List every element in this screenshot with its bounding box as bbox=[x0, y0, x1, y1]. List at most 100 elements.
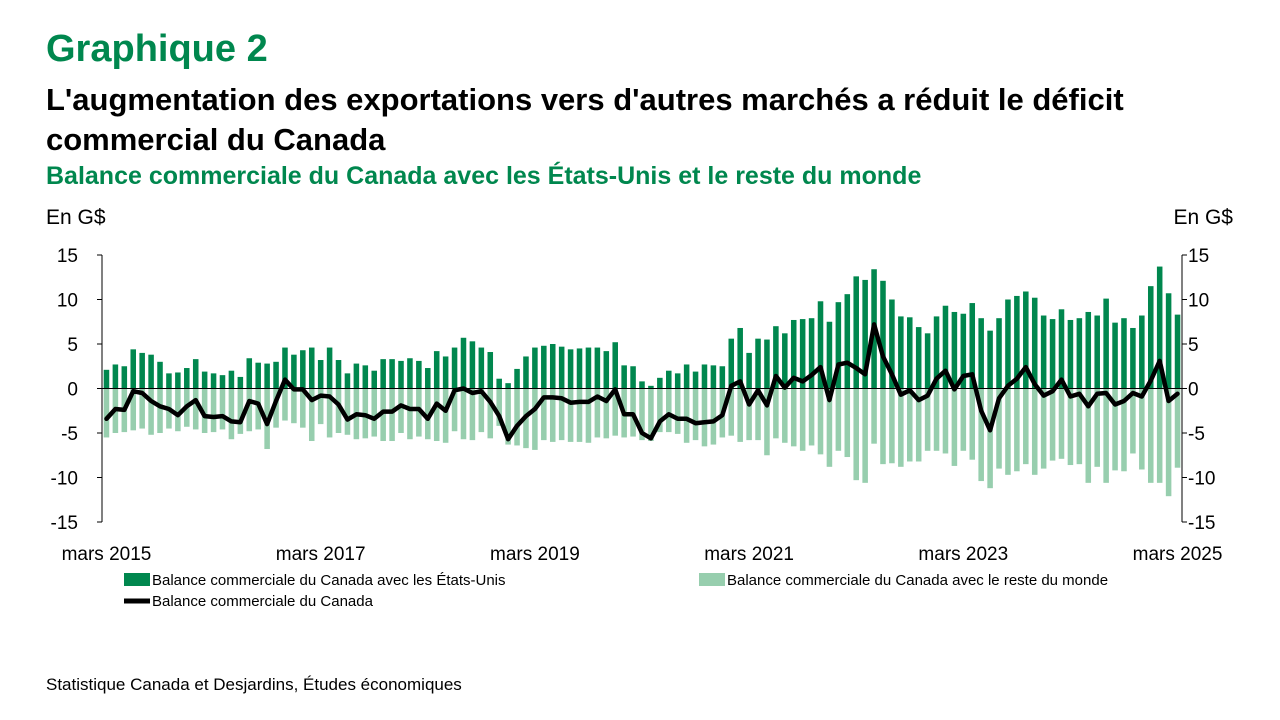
bar-rest bbox=[603, 388, 610, 439]
bar-us bbox=[898, 316, 904, 389]
bar-us bbox=[1139, 315, 1145, 389]
bar-us bbox=[228, 370, 235, 389]
bar-us bbox=[469, 341, 476, 389]
bar-us bbox=[728, 338, 735, 389]
bar-rest bbox=[228, 388, 235, 440]
bar-rest bbox=[326, 388, 333, 438]
bar-us bbox=[371, 370, 377, 389]
bar-us bbox=[942, 305, 949, 389]
bar-rest bbox=[139, 388, 145, 429]
legend-label-total: Balance commerciale du Canada bbox=[152, 593, 374, 610]
bar-us bbox=[951, 311, 958, 389]
bar-us bbox=[1121, 318, 1127, 389]
bar-rest bbox=[692, 388, 699, 441]
bar-us bbox=[532, 347, 538, 389]
bar-us bbox=[1067, 319, 1074, 389]
bar-rest bbox=[701, 388, 708, 447]
bar-rest bbox=[799, 388, 806, 451]
bar-us bbox=[933, 316, 940, 389]
bar-us bbox=[353, 363, 360, 389]
bar-rest bbox=[541, 388, 547, 441]
bar-us bbox=[416, 360, 422, 389]
bar-us bbox=[442, 356, 449, 389]
bar-rest bbox=[210, 388, 217, 433]
bar-us bbox=[969, 303, 976, 389]
bar-us bbox=[1147, 286, 1154, 389]
bar-us bbox=[505, 383, 511, 389]
bar-us bbox=[835, 302, 842, 389]
bar-us bbox=[184, 368, 190, 389]
bar-us bbox=[567, 349, 574, 389]
bar-rest bbox=[300, 388, 306, 428]
bar-rest bbox=[451, 388, 458, 432]
bar-rest bbox=[1085, 388, 1092, 483]
bar-us bbox=[326, 347, 333, 389]
bar-us bbox=[808, 318, 815, 389]
legend-label-us: Balance commerciale du Canada avec les É… bbox=[152, 572, 506, 589]
bar-rest bbox=[898, 388, 904, 467]
bar-rest bbox=[666, 388, 672, 433]
bar-rest bbox=[407, 388, 413, 440]
bar-us bbox=[907, 317, 913, 389]
bar-us bbox=[880, 280, 886, 389]
y-ticks-left: 15 10 5 0 -5 -10 -15 bbox=[51, 246, 102, 534]
bar-us bbox=[648, 385, 654, 389]
bar-us bbox=[576, 348, 583, 389]
bar-rest bbox=[880, 388, 886, 465]
bar-us bbox=[273, 361, 279, 389]
bar-us bbox=[960, 313, 967, 389]
bar-us bbox=[344, 373, 351, 389]
bar-rest bbox=[737, 388, 743, 442]
bar-rest bbox=[219, 388, 226, 430]
bar-rest bbox=[1031, 388, 1038, 475]
bar-rest bbox=[532, 388, 538, 450]
bar-rest bbox=[1014, 388, 1020, 472]
bar-rest bbox=[871, 388, 877, 444]
bar-us bbox=[719, 366, 726, 389]
bar-us bbox=[915, 327, 922, 389]
bar-us bbox=[844, 294, 851, 389]
axes bbox=[101, 255, 1183, 522]
y-tick-label-left: 10 bbox=[57, 291, 78, 312]
bar-us bbox=[1040, 315, 1047, 389]
chart-title: L'augmentation des exportations vers d'a… bbox=[46, 82, 1124, 157]
bar-rest bbox=[576, 388, 583, 442]
bar-rest bbox=[728, 388, 735, 436]
bar-us bbox=[166, 373, 172, 389]
bar-us bbox=[1076, 318, 1083, 389]
y-tick-label-left: -5 bbox=[61, 424, 78, 445]
bar-rest bbox=[755, 388, 761, 441]
x-tick-label: mars 2015 bbox=[62, 544, 152, 565]
bar-rest bbox=[996, 388, 1002, 469]
bar-us bbox=[130, 349, 137, 389]
bar-us bbox=[264, 363, 270, 389]
bar-us bbox=[148, 354, 154, 389]
total-balance-line bbox=[104, 322, 1180, 442]
bar-rest bbox=[496, 388, 502, 426]
bar-rest bbox=[192, 388, 199, 430]
bar-rest bbox=[398, 388, 404, 433]
bar-us bbox=[433, 351, 440, 389]
y-tick-label-left: 0 bbox=[67, 380, 78, 401]
bar-us bbox=[121, 366, 128, 389]
bar-rest bbox=[1165, 388, 1172, 497]
bar-us bbox=[657, 377, 663, 389]
x-tick-label: mars 2021 bbox=[704, 544, 794, 565]
bar-rest bbox=[1049, 388, 1056, 461]
bar-us bbox=[666, 370, 672, 389]
bar-rest bbox=[335, 388, 342, 433]
x-tick-label: mars 2017 bbox=[276, 544, 366, 565]
bar-rest bbox=[514, 388, 520, 446]
bar-rest bbox=[674, 388, 681, 434]
legend-swatch-rest bbox=[699, 573, 725, 586]
bar-rest bbox=[567, 388, 574, 442]
y-axis-unit-right: En G$ bbox=[1173, 206, 1233, 229]
bar-rest bbox=[487, 388, 494, 439]
bar-rest bbox=[549, 388, 556, 442]
bar-rest bbox=[1067, 388, 1074, 466]
bar-rest bbox=[969, 388, 976, 460]
bar-rest bbox=[915, 388, 922, 462]
bar-rest bbox=[558, 388, 565, 441]
bar-rest bbox=[826, 388, 833, 467]
bar-us bbox=[478, 347, 485, 389]
